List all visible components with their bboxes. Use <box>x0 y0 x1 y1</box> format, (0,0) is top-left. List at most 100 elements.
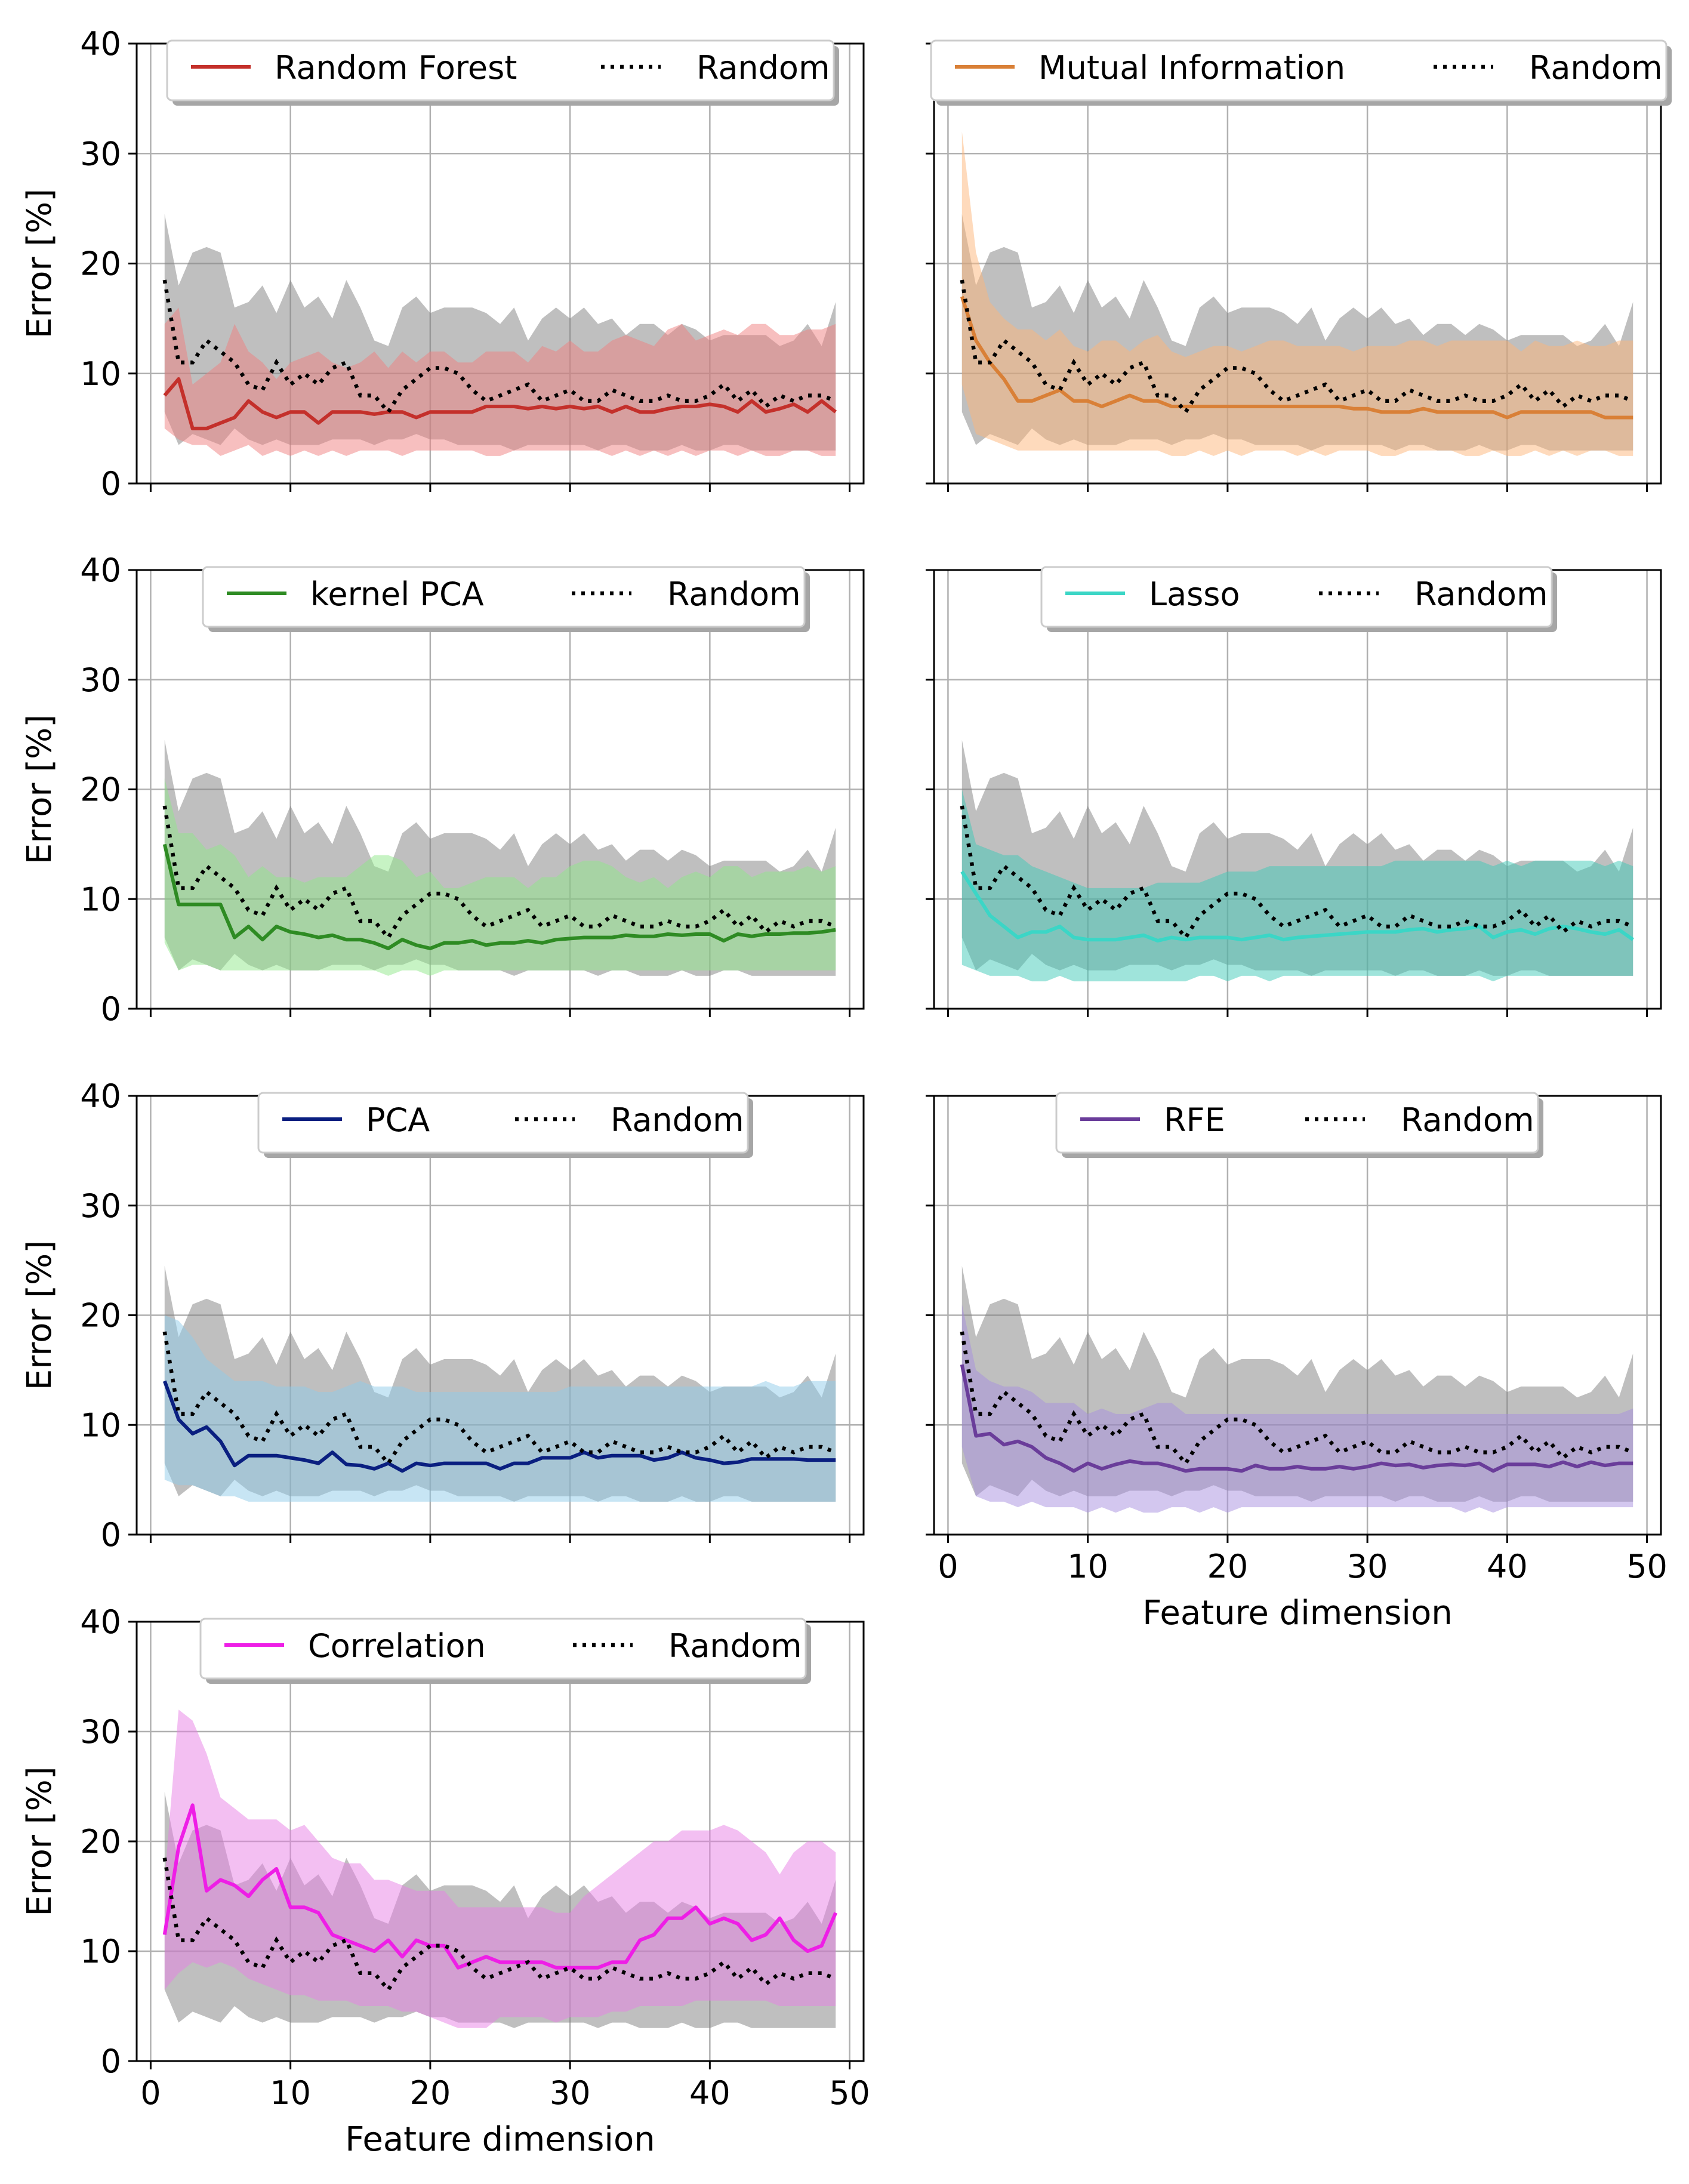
x-tick-label: 20 <box>1207 1548 1249 1585</box>
random-mean-line <box>960 1331 1634 1467</box>
y-tick-label: 0 <box>101 990 121 1028</box>
y-tick-label: 20 <box>80 771 121 809</box>
y-tick-label: 40 <box>80 25 121 63</box>
legend-label-random: Random <box>1414 575 1548 613</box>
x-tick-label: 10 <box>270 2074 311 2112</box>
x-tick-label: 40 <box>1487 1548 1528 1585</box>
panel-top-right: Mutual Information Random <box>926 39 1672 492</box>
legend-box <box>199 1618 807 1680</box>
panel-lower-right: 0 10 20 30 40 50 Feature dimension RFE Random <box>926 1092 1668 1632</box>
legend-label-correlation: Correlation <box>308 1627 486 1665</box>
panel-lower-left: 0 10 20 30 40 Error [%] PCA Random <box>20 1077 865 1554</box>
y-tick-label: 40 <box>80 1077 121 1115</box>
random-mean-line <box>162 1858 837 1993</box>
y-tick-label: 0 <box>101 2043 121 2080</box>
legend-box <box>1055 1092 1539 1154</box>
random-mean-line <box>960 805 1634 941</box>
rfe-mean-line <box>960 1364 1633 1473</box>
plot-area <box>162 1265 837 1502</box>
x-tick-label: 30 <box>1347 1548 1388 1585</box>
mutual-information-std-band <box>961 131 1633 456</box>
legend-box <box>930 39 1668 101</box>
legend: Lasso Random <box>1040 566 1557 632</box>
random-mean-line <box>960 279 1634 415</box>
y-axis-label: Error [%] <box>20 1766 59 1916</box>
y-tick-label: 20 <box>80 1823 121 1860</box>
legend: RFE Random <box>1055 1092 1543 1158</box>
y-axis-label: Error [%] <box>20 189 59 338</box>
legend: PCA Random <box>257 1092 753 1158</box>
legend-label-random: Random <box>1529 49 1663 87</box>
y-tick-label: 10 <box>80 1933 121 1970</box>
correlation-std-band <box>164 1709 836 2028</box>
pca-std-band <box>164 1315 836 1502</box>
legend-label-random: Random <box>668 1627 802 1665</box>
panel-middle-right: Lasso Random <box>926 566 1662 1017</box>
legend-label-mutual-information: Mutual Information <box>1038 49 1345 87</box>
x-tick-label: 40 <box>689 2074 731 2112</box>
plot-area <box>960 740 1634 982</box>
legend: Correlation Random <box>199 1618 811 1684</box>
random-mean-line <box>162 805 837 941</box>
y-axis-label: Error [%] <box>20 714 59 864</box>
plot-area <box>162 214 837 456</box>
legend-box <box>166 39 835 101</box>
x-tick-label: 50 <box>829 2074 870 2112</box>
panel-bottom-left: 0 10 20 30 40 50 0 10 20 30 40 Error [%] Feature dim… <box>20 1603 870 2159</box>
random-forest-std-band <box>164 307 836 456</box>
x-tick-label: 30 <box>550 2074 591 2112</box>
legend: Mutual Information Random <box>930 39 1672 106</box>
legend-label-random-forest: Random Forest <box>275 49 517 87</box>
legend-box <box>257 1092 749 1154</box>
plot-area <box>960 1265 1634 1513</box>
y-tick-label: 30 <box>80 1713 121 1751</box>
legend: Random Forest Random <box>166 39 839 106</box>
random-forest-mean-line <box>163 377 837 430</box>
lasso-mean-line <box>960 870 1634 943</box>
x-tick-label: 20 <box>410 2074 451 2112</box>
panel-middle-left: 0 10 20 30 40 Error [%] kernel PCA Random <box>20 552 865 1028</box>
legend-box <box>1040 566 1553 628</box>
plot-area <box>960 131 1634 456</box>
y-tick-label: 30 <box>80 135 121 172</box>
x-axis-label: Feature dimension <box>1142 1594 1453 1632</box>
kernel-pca-std-band <box>164 778 836 976</box>
plot-area <box>162 1709 837 2028</box>
legend-label-random: Random <box>611 1101 744 1139</box>
y-tick-label: 40 <box>80 552 121 589</box>
y-tick-label: 10 <box>80 1406 121 1444</box>
legend-label-kernel-pca: kernel PCA <box>310 575 484 613</box>
legend-label-random: Random <box>1401 1101 1534 1139</box>
y-tick-label: 10 <box>80 880 121 918</box>
random-mean-line <box>162 279 837 415</box>
legend-label-lasso: Lasso <box>1149 575 1240 613</box>
pca-mean-line <box>162 1380 836 1473</box>
y-tick-label: 40 <box>80 1603 121 1641</box>
y-tick-label: 20 <box>80 1297 121 1335</box>
legend: kernel PCA Random <box>202 566 810 632</box>
x-tick-label: 0 <box>938 1548 958 1585</box>
legend-label-rfe: RFE <box>1164 1101 1225 1139</box>
x-axis-label: Feature dimension <box>345 2120 655 2159</box>
random-mean-line <box>162 1331 837 1467</box>
y-tick-label: 10 <box>80 355 121 393</box>
mutual-information-mean-line <box>960 295 1633 420</box>
lasso-std-band <box>961 789 1633 982</box>
legend-label-random: Random <box>667 575 801 613</box>
kernel-pca-mean-line <box>162 843 836 950</box>
y-tick-label: 0 <box>101 1516 121 1554</box>
legend-label-random: Random <box>696 49 830 87</box>
y-tick-label: 30 <box>80 1187 121 1225</box>
plot-area <box>162 740 837 976</box>
legend-box <box>202 566 806 628</box>
x-tick-label: 50 <box>1626 1548 1668 1585</box>
y-tick-label: 20 <box>80 245 121 283</box>
y-axis-label: Error [%] <box>20 1240 59 1390</box>
y-tick-label: 30 <box>80 661 121 699</box>
x-tick-label: 10 <box>1067 1548 1108 1585</box>
x-tick-label: 0 <box>140 2074 161 2112</box>
panel-top-left: 0 10 20 30 40 Error [%] Random Forest Random <box>20 25 865 503</box>
legend-label-pca: PCA <box>366 1101 430 1139</box>
